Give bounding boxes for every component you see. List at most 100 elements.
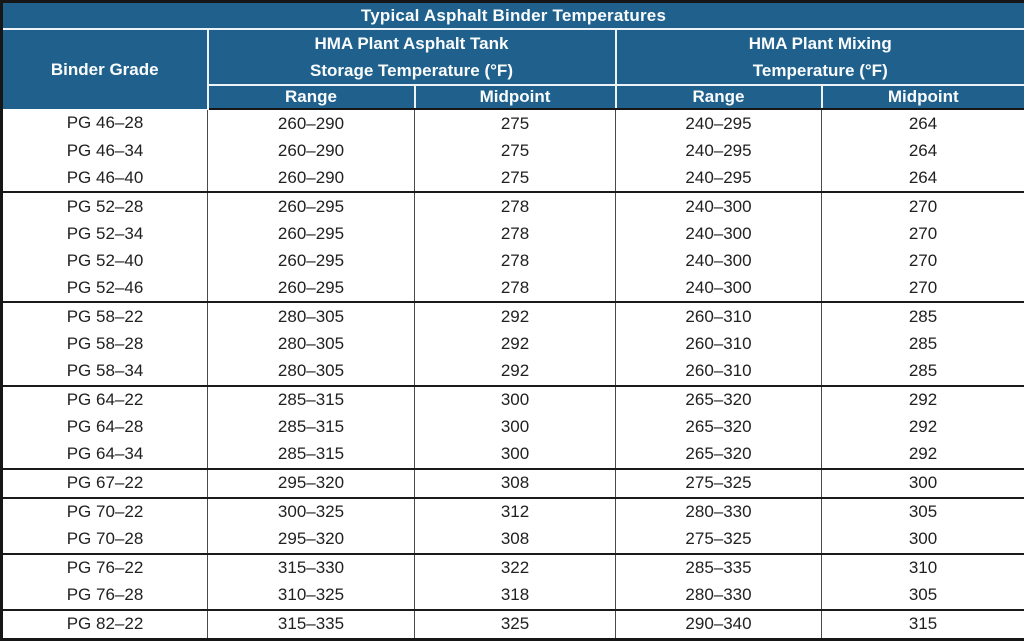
table-row: PG 58–28 280–305 292 260–310 285: [1, 330, 1024, 358]
tank-range-cell: 310–325: [207, 581, 415, 610]
mixing-midpoint-cell: 264: [820, 109, 1024, 138]
title-row: Typical Asphalt Binder Temperatures: [1, 1, 1024, 30]
mixing-range-cell: 240–300: [615, 247, 822, 275]
tank-midpoint-cell: 275: [414, 164, 616, 193]
binder-grade-header: Binder Grade: [1, 29, 209, 109]
mixing-midpoint-cell: 292: [820, 413, 1024, 441]
binder-grade-group: PG 76–22 315–330 322 285–335 310 PG 76–28 310–…: [1, 553, 1024, 610]
table-row: PG 46–34 260–290 275 240–295 264: [1, 137, 1024, 165]
mixing-midpoint-cell: 300: [820, 525, 1024, 554]
mixing-midpoint-header: Midpoint: [820, 85, 1024, 110]
table-row: PG 46–40 260–290 275 240–295 264: [1, 164, 1024, 193]
tank-midpoint-cell: 275: [414, 137, 616, 165]
binder-grade-cell: PG 64–34: [1, 440, 208, 469]
mixing-midpoint-cell: 270: [820, 247, 1024, 275]
tank-range-cell: 260–290: [207, 164, 415, 193]
mixing-range-cell: 265–320: [615, 440, 822, 469]
mixing-range-cell: 260–310: [615, 357, 822, 386]
tank-midpoint-cell: 300: [414, 413, 616, 441]
table-title: Typical Asphalt Binder Temperatures: [1, 1, 1024, 30]
tank-midpoint-cell: 292: [414, 302, 616, 331]
tank-range-cell: 280–305: [207, 330, 415, 358]
tank-midpoint-cell: 300: [414, 440, 616, 469]
mixing-group-header-line1: HMA Plant Mixing: [748, 34, 892, 53]
table-row: PG 76–22 315–330 322 285–335 310: [1, 553, 1024, 582]
table-row: PG 76–28 310–325 318 280–330 305: [1, 581, 1024, 610]
tank-midpoint-cell: 278: [414, 247, 616, 275]
mixing-range-cell: 275–325: [615, 525, 822, 554]
tank-midpoint-cell: 278: [414, 192, 616, 221]
tank-range-cell: 285–315: [207, 385, 415, 414]
table-row: PG 52–34 260–295 278 240–300 270: [1, 220, 1024, 248]
mixing-range-cell: 240–295: [615, 164, 822, 193]
binder-grade-group: PG 67–22 295–320 308 275–325 300: [1, 468, 1024, 498]
mixing-group-header-line2: Temperature (°F): [752, 61, 888, 80]
tank-range-cell: 315–335: [207, 609, 415, 640]
mixing-range-cell: 280–330: [615, 497, 822, 526]
mixing-midpoint-cell: 270: [820, 220, 1024, 248]
mixing-midpoint-cell: 300: [820, 468, 1024, 498]
tank-midpoint-cell: 300: [414, 385, 616, 414]
mixing-range-cell: 240–295: [615, 109, 822, 138]
binder-grade-cell: PG 70–28: [1, 525, 208, 554]
binder-grade-cell: PG 58–22: [1, 302, 208, 331]
binder-grade-cell: PG 46–28: [1, 109, 208, 138]
table-row: PG 64–28 285–315 300 265–320 292: [1, 413, 1024, 441]
tank-range-cell: 260–295: [207, 247, 415, 275]
mixing-midpoint-cell: 270: [820, 274, 1024, 303]
binder-grade-cell: PG 64–28: [1, 413, 208, 441]
mixing-range-cell: 240–300: [615, 274, 822, 303]
tank-storage-group-header-line2: Storage Temperature (°F): [310, 61, 513, 80]
binder-grade-cell: PG 82–22: [1, 609, 208, 640]
tank-range-cell: 280–305: [207, 357, 415, 386]
binder-grade-cell: PG 46–40: [1, 164, 208, 193]
table-row: PG 52–40 260–295 278 240–300 270: [1, 247, 1024, 275]
binder-grade-group: PG 82–22 315–335 325 290–340 315: [1, 609, 1024, 640]
binder-grade-group: PG 52–28 260–295 278 240–300 270 PG 52–34 260–…: [1, 192, 1024, 303]
binder-grade-group: PG 64–22 285–315 300 265–320 292 PG 64–28 285–…: [1, 385, 1024, 469]
mixing-range-cell: 240–300: [615, 192, 822, 221]
tank-range-cell: 295–320: [207, 468, 415, 498]
binder-grade-cell: PG 67–22: [1, 468, 208, 498]
tank-storage-group-header: HMA Plant Asphalt Tank Storage Temperatu…: [206, 29, 617, 86]
mixing-midpoint-cell: 305: [820, 497, 1024, 526]
mixing-midpoint-cell: 264: [820, 164, 1024, 193]
mixing-midpoint-cell: 285: [820, 330, 1024, 358]
binder-grade-cell: PG 58–34: [1, 357, 208, 386]
tank-midpoint-cell: 278: [414, 220, 616, 248]
tank-range-cell: 285–315: [207, 413, 415, 441]
binder-grade-cell: PG 76–22: [1, 553, 208, 582]
table-row: PG 64–34 285–315 300 265–320 292: [1, 440, 1024, 469]
binder-grade-cell: PG 46–34: [1, 137, 208, 165]
binder-grade-cell: PG 52–28: [1, 192, 208, 221]
table-row: PG 46–28 260–290 275 240–295 264: [1, 109, 1024, 138]
table-row: PG 52–46 260–295 278 240–300 270: [1, 274, 1024, 303]
binder-grade-cell: PG 64–22: [1, 385, 208, 414]
tank-midpoint-cell: 278: [414, 274, 616, 303]
tank-range-cell: 260–295: [207, 220, 415, 248]
binder-grade-cell: PG 52–46: [1, 274, 208, 303]
tank-midpoint-cell: 275: [414, 109, 616, 138]
tank-range-cell: 295–320: [207, 525, 415, 554]
binder-grade-group: PG 46–28 260–290 275 240–295 264 PG 46–34 260–…: [1, 109, 1024, 193]
binder-grade-cell: PG 52–34: [1, 220, 208, 248]
tank-range-cell: 260–290: [207, 137, 415, 165]
mixing-midpoint-cell: 285: [820, 357, 1024, 386]
table-row: PG 64–22 285–315 300 265–320 292: [1, 385, 1024, 414]
mixing-range-cell: 265–320: [615, 413, 822, 441]
mixing-midpoint-cell: 310: [820, 553, 1024, 582]
mixing-range-cell: 290–340: [615, 609, 822, 640]
table-row: PG 82–22 315–335 325 290–340 315: [1, 609, 1024, 640]
tank-midpoint-cell: 312: [414, 497, 616, 526]
mixing-range-cell: 265–320: [615, 385, 822, 414]
tank-midpoint-header: Midpoint: [413, 85, 617, 110]
tank-range-cell: 280–305: [207, 302, 415, 331]
mixing-group-header: HMA Plant Mixing Temperature (°F): [614, 29, 1024, 86]
binder-grade-cell: PG 76–28: [1, 581, 208, 610]
mixing-range-cell: 260–310: [615, 330, 822, 358]
mixing-range-cell: 260–310: [615, 302, 822, 331]
mixing-midpoint-cell: 292: [820, 385, 1024, 414]
mixing-range-cell: 275–325: [615, 468, 822, 498]
